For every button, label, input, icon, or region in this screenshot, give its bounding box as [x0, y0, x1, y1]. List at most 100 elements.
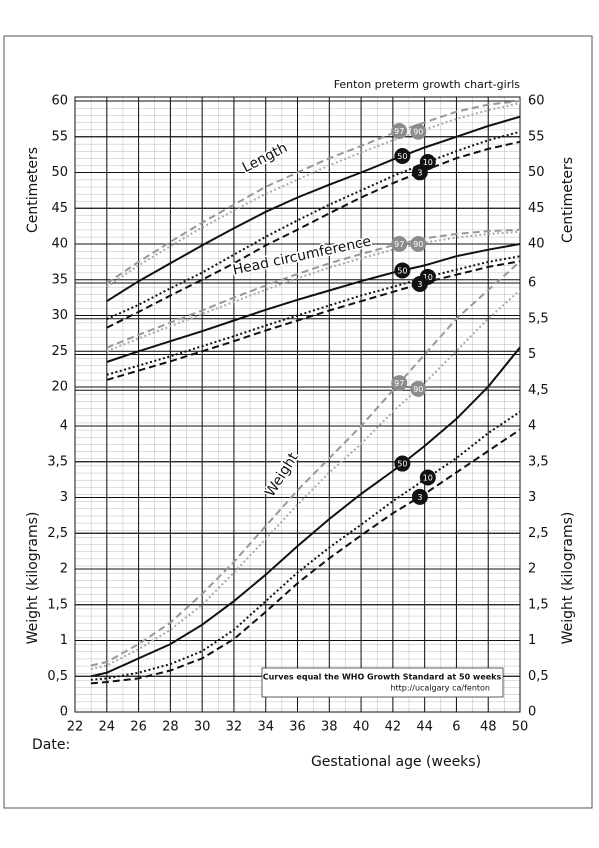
date-label: Date:	[32, 737, 70, 753]
y-tick-label-right: 1,5	[528, 597, 549, 612]
y-tick-label: 60	[51, 94, 68, 109]
percentile-label: 10	[423, 473, 433, 482]
percentile-label: 50	[397, 152, 407, 161]
y-tick-label: 50	[51, 165, 68, 180]
annotation: Curves equal the WHO Growth Standard at …	[263, 673, 502, 682]
y-tick-label-right: 1	[528, 633, 536, 648]
x-tick-label: 22	[67, 720, 84, 735]
x-tick-label: 6	[452, 720, 460, 735]
percentile-label: 97	[394, 379, 404, 388]
curve	[106, 140, 520, 329]
y-tick-label: 2	[60, 562, 68, 577]
curve	[106, 130, 520, 321]
y-axis-title: Centimeters	[25, 147, 41, 233]
x-tick-label: 42	[385, 720, 402, 735]
y-tick-label: 1,5	[47, 597, 68, 612]
curve	[106, 230, 520, 353]
annotation-box	[261, 667, 504, 698]
x-tick-label: 30	[194, 720, 211, 735]
percentile-label: 3	[417, 493, 422, 502]
y2-axis-title-right: Weight (kilograms)	[560, 512, 576, 645]
percentile-badge	[411, 164, 428, 181]
x-tick-label: 28	[162, 720, 179, 735]
curve	[106, 115, 520, 303]
y-tick-label-right: 0	[528, 705, 536, 720]
chart-title: Fenton preterm growth chart-girls	[334, 78, 521, 91]
y-tick-label-right: 5	[528, 347, 536, 362]
curves	[90, 100, 520, 685]
y-tick-label-right: 40	[528, 237, 545, 252]
percentile-badge	[391, 375, 408, 392]
annotation-url: http://ucalgary ca/fenton	[390, 684, 490, 693]
percentile-label: 50	[397, 460, 407, 469]
percentile-label: 10	[423, 158, 433, 167]
y-tick-label-right: 6	[528, 276, 536, 291]
y-tick-label: 0,5	[47, 669, 68, 684]
y-tick-label: 30	[51, 308, 68, 323]
x-tick-label: 50	[512, 720, 529, 735]
y-tick-label-right: 60	[528, 94, 545, 109]
percentile-badge	[410, 123, 427, 140]
curve	[106, 255, 520, 376]
y-tick-label-right: 3,5	[528, 454, 549, 469]
y-tick-label: 35	[51, 272, 68, 287]
curve	[106, 243, 520, 363]
x-tick-label: 32	[226, 720, 243, 735]
y-tick-label: 2,5	[47, 526, 68, 541]
x-tick-label: 34	[257, 720, 274, 735]
x-axis-title: Gestational age (weeks)	[311, 754, 481, 770]
y-tick-label: 25	[51, 344, 68, 359]
percentile-label: 97	[394, 127, 404, 136]
y-tick-label-right: 4,5	[528, 383, 549, 398]
curve	[106, 228, 520, 349]
y-tick-label: 1	[60, 633, 68, 648]
y-tick-label: 55	[51, 129, 68, 144]
x-tick-label: 26	[130, 720, 147, 735]
y-tick-label: 45	[51, 201, 68, 216]
x-tick-label: 36	[289, 720, 306, 735]
percentile-badge	[411, 488, 428, 505]
percentile-badge	[419, 469, 436, 486]
percentile-badge	[394, 262, 411, 279]
percentile-badge	[394, 147, 411, 164]
curve	[106, 260, 520, 381]
percentile-badge	[410, 236, 427, 252]
x-tick-label: 40	[353, 720, 370, 735]
y-tick-label-right: 5,5	[528, 311, 549, 326]
y-tick-label-right: 50	[528, 165, 545, 180]
percentile-label: 3	[417, 280, 422, 289]
y-tick-label-right: 55	[528, 129, 545, 144]
x-tick-label: 38	[321, 720, 338, 735]
percentile-label: 50	[397, 266, 407, 275]
percentile-label: 3	[417, 168, 422, 177]
y-tick-label: 3,5	[47, 454, 68, 469]
y-tick-label: 0	[60, 705, 68, 720]
y2-axis-title: Weight (kilograms)	[25, 512, 41, 645]
y-tick-label-right: 3	[528, 490, 536, 505]
percentile-badge	[391, 236, 408, 252]
percentile-label: 90	[413, 128, 423, 137]
y-tick-label: 40	[51, 237, 68, 252]
curve	[106, 102, 520, 288]
percentile-label: 10	[423, 273, 433, 282]
x-tick-label: 24	[99, 720, 116, 735]
y-axis-title-right: Centimeters	[560, 157, 576, 243]
curve	[106, 100, 520, 285]
percentile-label: 97	[394, 240, 404, 249]
curve	[90, 428, 520, 685]
x-tick-label: 48	[480, 720, 497, 735]
percentile-badge	[410, 380, 427, 397]
y-tick-label: 3	[60, 490, 68, 505]
y-tick-label: 20	[51, 380, 68, 395]
y-tick-label-right: 2	[528, 562, 536, 577]
percentile-label: 90	[413, 385, 423, 394]
curve	[90, 346, 520, 678]
curve	[90, 410, 520, 681]
y-tick-label: 4	[60, 419, 68, 434]
percentile-badge	[391, 123, 408, 140]
percentile-badge	[411, 276, 428, 293]
x-tick-label: 44	[416, 720, 433, 735]
y-tick-label-right: 0,5	[528, 669, 549, 684]
y-tick-label-right: 2,5	[528, 526, 549, 541]
